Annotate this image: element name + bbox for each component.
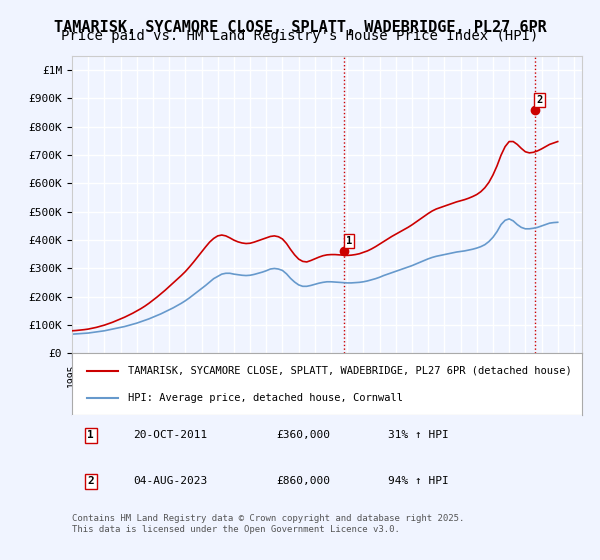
Text: 2: 2: [88, 477, 94, 487]
Text: TAMARISK, SYCAMORE CLOSE, SPLATT, WADEBRIDGE, PL27 6PR: TAMARISK, SYCAMORE CLOSE, SPLATT, WADEBR…: [53, 20, 547, 35]
Text: £860,000: £860,000: [276, 477, 330, 487]
Text: 94% ↑ HPI: 94% ↑ HPI: [388, 477, 449, 487]
Text: 1: 1: [88, 430, 94, 440]
Text: 04-AUG-2023: 04-AUG-2023: [133, 477, 208, 487]
Text: 31% ↑ HPI: 31% ↑ HPI: [388, 430, 449, 440]
Text: Price paid vs. HM Land Registry's House Price Index (HPI): Price paid vs. HM Land Registry's House …: [61, 29, 539, 43]
Text: £360,000: £360,000: [276, 430, 330, 440]
Text: TAMARISK, SYCAMORE CLOSE, SPLATT, WADEBRIDGE, PL27 6PR (detached house): TAMARISK, SYCAMORE CLOSE, SPLATT, WADEBR…: [128, 366, 572, 376]
Text: 1: 1: [346, 236, 352, 246]
Text: 2: 2: [536, 95, 542, 105]
Text: 20-OCT-2011: 20-OCT-2011: [133, 430, 208, 440]
Text: HPI: Average price, detached house, Cornwall: HPI: Average price, detached house, Corn…: [128, 393, 403, 403]
Text: Contains HM Land Registry data © Crown copyright and database right 2025.
This d: Contains HM Land Registry data © Crown c…: [72, 515, 464, 534]
